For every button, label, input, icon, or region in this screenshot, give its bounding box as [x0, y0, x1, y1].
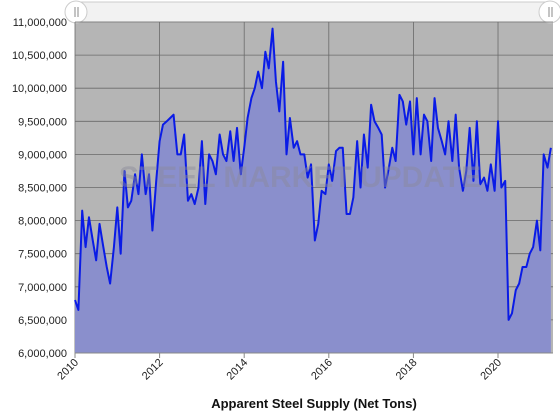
navigator-track — [69, 1, 557, 23]
y-tick-label: 7,500,000 — [18, 249, 67, 261]
y-tick-label: 9,500,000 — [18, 116, 67, 128]
line — [74, 27, 552, 321]
x-tick-label: 2010 — [55, 357, 81, 383]
y-tick-label: 9,000,000 — [18, 149, 67, 161]
y-tick-label: 7,000,000 — [18, 282, 67, 294]
area — [75, 28, 551, 354]
y-tick-label: 6,500,000 — [18, 315, 67, 327]
y-tick-label: 10,500,000 — [12, 50, 67, 62]
navigator-handle[interactable] — [64, 0, 88, 24]
x-tick-label: 2014 — [225, 357, 251, 383]
navigator[interactable] — [64, 0, 560, 24]
navigator-handle[interactable] — [538, 0, 560, 24]
x-tick-label: 2018 — [394, 357, 420, 383]
x-tick-label: 2020 — [478, 357, 504, 383]
watermark: STEEL MARKET UPDATE — [119, 161, 481, 194]
y-tick-label: 11,000,000 — [13, 17, 67, 29]
x-tick-label: 2016 — [309, 357, 335, 383]
y-tick-label: 6,000,000 — [18, 348, 67, 360]
x-tick-label: 2012 — [140, 357, 166, 383]
chart-title: Apparent Steel Supply (Net Tons) — [211, 396, 417, 411]
y-tick-label: 8,500,000 — [18, 183, 67, 195]
y-tick-label: 10,000,000 — [12, 83, 67, 95]
y-tick-label: 8,000,000 — [18, 216, 67, 228]
